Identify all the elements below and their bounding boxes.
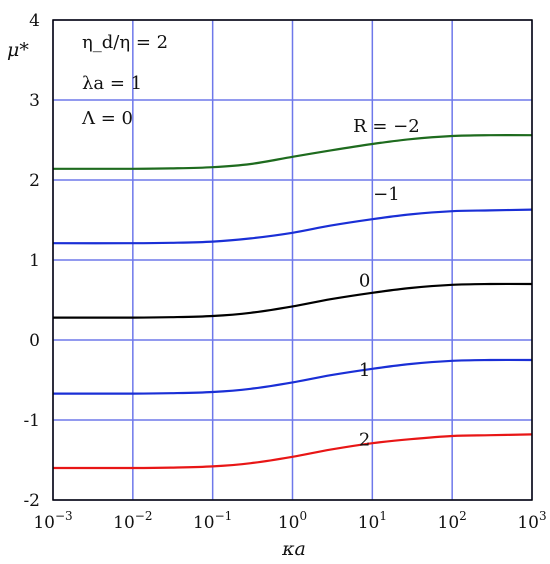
series-label-4: 2: [359, 430, 370, 451]
series-label-1: −1: [373, 184, 400, 205]
x-tick-label: 101: [358, 509, 387, 533]
y-tick-label: 1: [29, 251, 40, 271]
x-tick-labels: 10−3 10−2 10−1 100 101 102 103: [33, 509, 546, 533]
series-label-0: R = −2: [353, 116, 420, 137]
y-tick-label: -1: [23, 411, 40, 431]
curve-labels: R = −2 −1 0 1 2: [353, 116, 420, 451]
y-tick-label: 3: [29, 91, 40, 111]
curves: [52, 134, 533, 470]
x-tick-label: 102: [438, 509, 467, 533]
y-axis-label: μ*: [7, 39, 29, 61]
series-line-3: [52, 358, 533, 395]
series-label-2: 0: [359, 270, 370, 291]
y-tick-label: 2: [29, 171, 40, 191]
x-tick-label: 10−3: [33, 509, 72, 533]
annotation-lambda-a: λa = 1: [82, 73, 142, 94]
x-tick-label: 10−1: [193, 509, 232, 533]
series-label-3: 1: [359, 360, 370, 381]
x-axis-label: κa: [281, 538, 306, 560]
x-tick-label: 10−2: [113, 509, 152, 533]
x-tick-label: 100: [278, 509, 307, 533]
annotation-viscosity-ratio: η_d/η = 2: [82, 32, 168, 53]
plot-frame: [52, 19, 533, 501]
y-tick-label: 0: [29, 331, 40, 351]
series-line-1: [52, 208, 533, 245]
series-line-4: [52, 433, 533, 470]
y-tick-label: -2: [23, 491, 40, 511]
x-tick-label: 103: [517, 509, 546, 533]
y-tick-label: 4: [29, 11, 40, 31]
series-line-2: [52, 282, 533, 319]
series-line-0: [52, 134, 533, 170]
annotation-capital-lambda: Λ = 0: [81, 108, 133, 129]
y-tick-labels: -2 -1 0 1 2 3 4: [23, 11, 40, 511]
